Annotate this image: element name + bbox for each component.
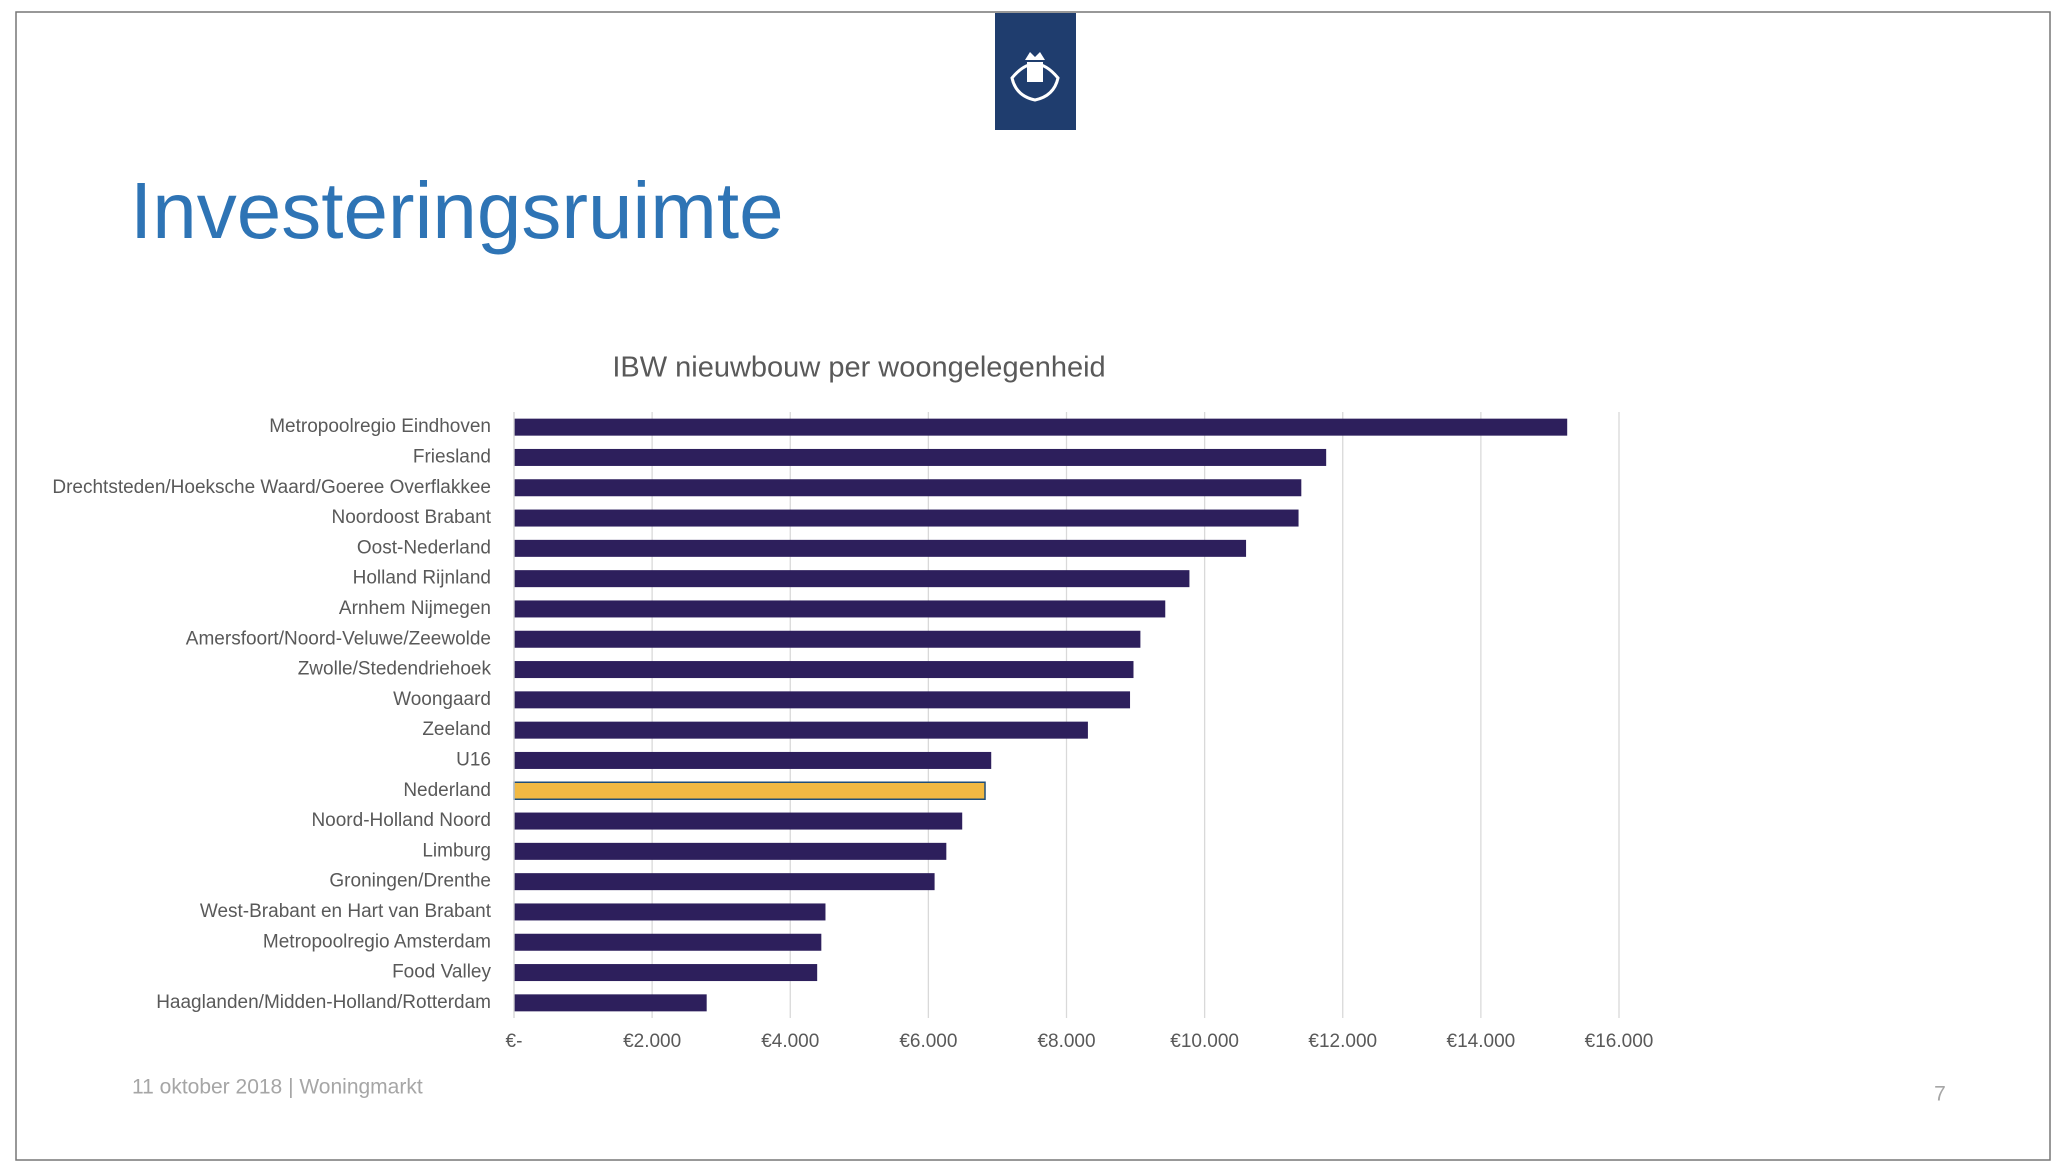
y-tick-label: West-Brabant en Hart van Brabant [200,901,492,922]
bar [513,781,986,800]
x-tick-label: €2.000 [623,1031,681,1052]
x-tick-label: €12.000 [1308,1031,1377,1052]
bar [514,479,1302,497]
x-tick-label: €4.000 [761,1031,819,1052]
page-number: 7 [1934,1083,1946,1106]
bar [514,812,963,830]
y-tick-label: Zeeland [422,719,491,740]
y-tick-label: Drechtsteden/Hoeksche Waard/Goeree Overf… [52,477,491,498]
bar [514,661,1134,679]
x-tick-label: €16.000 [1585,1031,1654,1052]
y-tick-label: Food Valley [392,962,491,983]
y-tick-label: Haaglanden/Midden-Holland/Rotterdam [156,992,491,1013]
x-tick-label: €6.000 [899,1031,957,1052]
bar [514,964,818,982]
slide-title: Investeringsruimte [130,166,784,255]
bar [514,903,826,921]
y-tick-label: Noordoost Brabant [332,507,492,528]
y-tick-label: Metropoolregio Amsterdam [263,931,491,952]
y-tick-label: U16 [456,749,491,770]
bar [514,751,992,769]
y-tick-label: Arnhem Nijmegen [339,598,491,619]
bar [514,539,1247,557]
y-tick-label: Noord-Holland Noord [311,810,491,831]
y-tick-label: Zwolle/Stedendriehoek [298,659,492,680]
bar [514,721,1088,739]
y-tick-label: Holland Rijnland [353,568,491,589]
y-tick-label: Limburg [422,840,491,861]
bar [514,994,707,1012]
bar [514,630,1141,648]
y-tick-label: Woongaard [393,689,491,710]
bar [514,842,947,860]
y-tick-label: Groningen/Drenthe [329,871,491,892]
x-tick-label: €- [506,1031,523,1052]
bar [514,448,1327,466]
y-tick-label: Oost-Nederland [357,537,491,558]
y-tick-label: Nederland [403,780,491,801]
bar [514,873,935,891]
bar [514,600,1166,618]
bar [514,691,1131,709]
y-tick-label: Friesland [413,446,491,467]
footer: 11 oktober 2018 | Woningmarkt [132,1076,423,1099]
x-tick-label: €8.000 [1037,1031,1095,1052]
logo [995,13,1076,130]
x-tick-label: €10.000 [1170,1031,1239,1052]
bar [514,509,1299,527]
bar [514,570,1190,588]
plot: €- €2.000 €4.000 €6.000 €8.000 €10.000 €12.000… [52,412,1653,1052]
y-tick-label: Amersfoort/Noord-Veluwe/Zeewolde [186,628,491,649]
bar [514,933,822,951]
chart-title: IBW nieuwbouw per woongelegenheid [612,352,1105,384]
y-tick-label: Metropoolregio Eindhoven [269,416,491,437]
x-tick-label: €14.000 [1447,1031,1516,1052]
bar [514,418,1568,436]
